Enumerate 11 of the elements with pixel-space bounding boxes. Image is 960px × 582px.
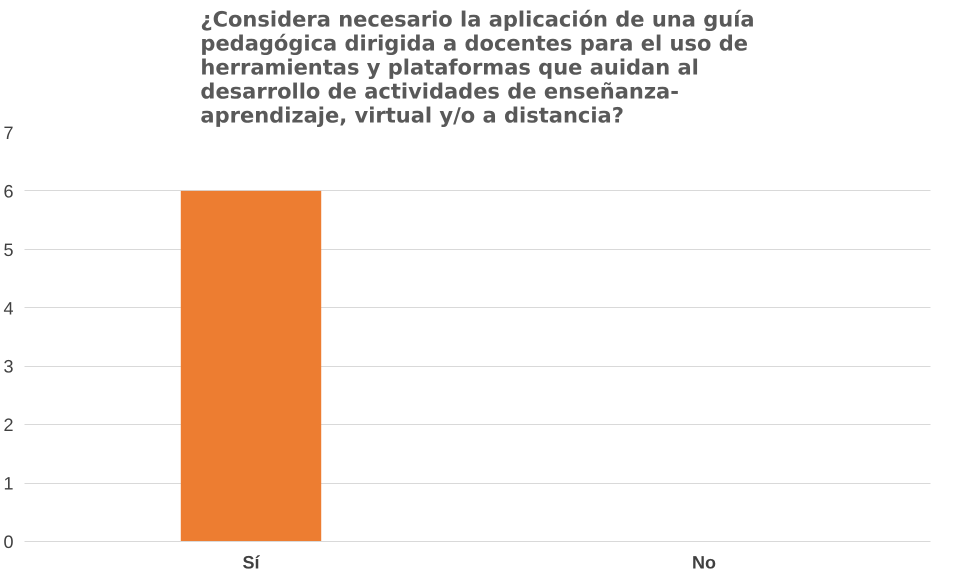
y-tick-label: 1: [3, 474, 14, 494]
y-tick-label: 6: [3, 181, 14, 202]
y-tick-label: 5: [3, 240, 14, 260]
y-tick-label: 4: [3, 298, 14, 318]
x-tick-label: Sí: [242, 552, 260, 572]
y-tick-label: 3: [3, 356, 14, 377]
chart-title: ¿Considera necesario la aplicación de una guía pedagógica dirigida a docentes para el uso de herramientas y plataformas que auidan al desarrollo de actividades de enseñanza-aprendizaje, virtual y/o a distancia?: [200, 8, 755, 128]
y-tick-label: 2: [3, 415, 14, 436]
y-tick-label: 0: [3, 532, 14, 552]
x-tick-label: No: [692, 552, 716, 572]
y-tick-label: 7: [3, 123, 14, 143]
